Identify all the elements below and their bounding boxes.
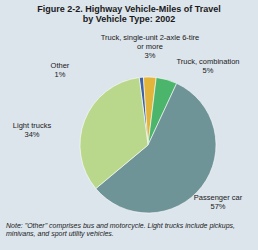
- text-line: Truck, single-unit 2-axle 6-tire: [101, 33, 200, 42]
- text-line: by Vehicle Type: 2002: [83, 14, 175, 24]
- data-label: 34%: [24, 130, 39, 139]
- slice: [80, 78, 148, 189]
- slice-label: Other: [51, 61, 70, 70]
- text-line: Truck, combination: [176, 57, 239, 66]
- data-label: 3%: [145, 51, 156, 60]
- slice-label: Truck, combination: [176, 57, 239, 66]
- data-label: 5%: [203, 66, 214, 75]
- text-line: Other: [51, 61, 70, 70]
- slice-label: Passenger car: [194, 193, 243, 202]
- text-line: Light trucks: [13, 121, 52, 130]
- data-label: 1%: [55, 70, 66, 79]
- slice-label: Light trucks: [13, 121, 52, 130]
- text-line: Figure 2-2. Highway Vehicle-Miles of Tra…: [37, 4, 221, 14]
- text-line: Note: "Other" comprises bus and motorcyc…: [6, 222, 235, 230]
- text-line: or more: [137, 42, 163, 51]
- note: Note: "Other" comprises bus and motorcyc…: [6, 222, 235, 238]
- slice-label: Truck, single-unit 2-axle 6-tireor more: [101, 33, 200, 51]
- background: [0, 0, 258, 250]
- data-label: 57%: [210, 202, 225, 211]
- text-line: minivans, and sport utility vehicles.: [6, 230, 114, 238]
- text-line: Passenger car: [194, 193, 243, 202]
- title: Figure 2-2. Highway Vehicle-Miles of Tra…: [37, 4, 221, 24]
- chart: Figure 2-2. Highway Vehicle-Miles of Tra…: [0, 0, 258, 250]
